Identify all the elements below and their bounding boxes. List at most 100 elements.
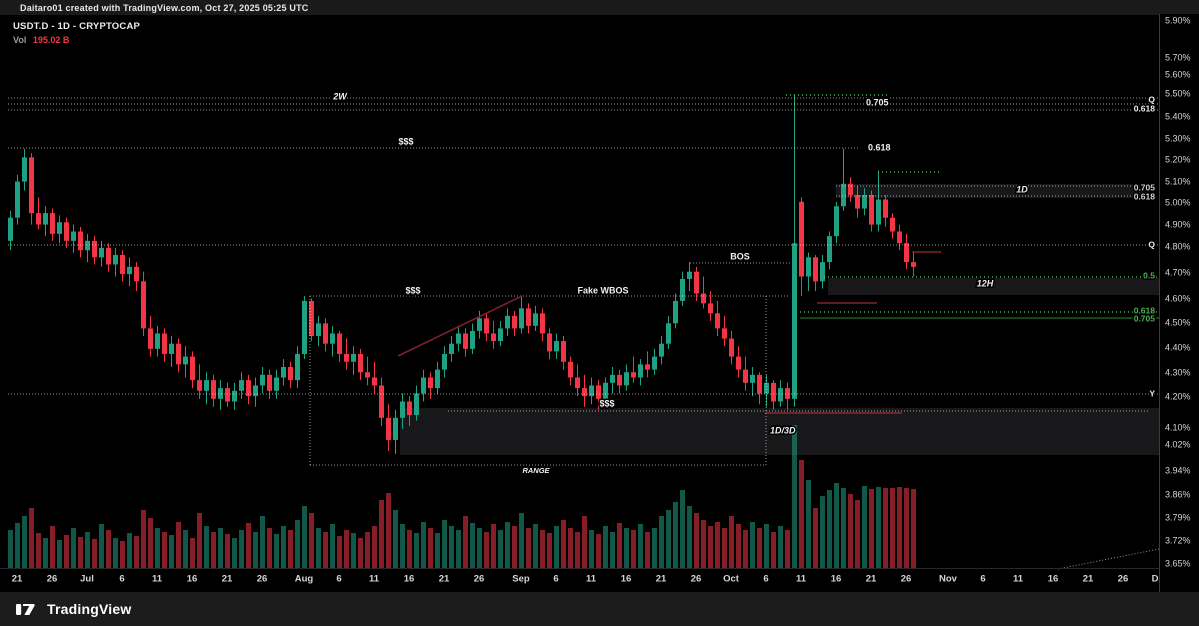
volume-bar	[22, 516, 27, 568]
drawing-labels: 2W $$$ 0.705 0.618 $$$ Fake WBOS BOS $$$ RANGE 1D…	[331, 90, 1157, 477]
volume-bar	[477, 528, 482, 568]
candle-body	[141, 281, 146, 329]
line-tag-q: Q	[1148, 239, 1155, 249]
time-tick: 16	[404, 574, 415, 585]
time-tick: 26	[1118, 574, 1129, 585]
time-tick: 21	[222, 574, 233, 585]
candle-body	[232, 390, 237, 402]
volume-bar	[148, 518, 153, 568]
tradingview-logo-icon[interactable]	[16, 602, 39, 617]
candle-body	[218, 388, 223, 399]
price-tick: 3.65%	[1165, 558, 1191, 568]
time-tick: Sep	[512, 574, 530, 585]
candle-body	[484, 318, 489, 334]
zone-1d[interactable]	[836, 184, 1148, 198]
line-tag-0.618: 0.618	[1134, 191, 1156, 201]
volume-bar	[449, 526, 454, 568]
candle-body	[225, 388, 230, 402]
time-tick: 11	[796, 574, 807, 585]
candle-body	[575, 377, 580, 389]
candle-body	[155, 333, 160, 349]
symbol-title[interactable]: USDT.D - 1D - CRYPTOCAP	[13, 21, 141, 32]
volume-bar	[218, 528, 223, 568]
candle-body	[211, 380, 216, 399]
label-bos[interactable]: BOS	[729, 250, 752, 263]
candle-body	[540, 313, 545, 334]
candle-body	[400, 401, 405, 418]
volume-bar	[911, 489, 916, 568]
volume-bar	[190, 538, 195, 568]
chart-legend: USDT.D - 1D - CRYPTOCAP Vol 195.02 B	[13, 21, 140, 45]
time-tick: 26	[901, 574, 912, 585]
volume-bar	[855, 500, 860, 568]
candle-body	[204, 380, 209, 391]
label-sss-mid[interactable]: $$$	[404, 284, 422, 297]
tradingview-brand-text[interactable]: TradingView	[47, 601, 132, 617]
volume-indicator-row[interactable]: Vol 195.02 B	[13, 35, 140, 45]
candle-body	[78, 231, 83, 251]
volume-bar	[708, 526, 713, 568]
candle-body	[813, 257, 818, 282]
price-tick: 4.40%	[1165, 342, 1191, 352]
volume-bar	[771, 532, 776, 568]
volume-bar	[358, 538, 363, 568]
trend-line[interactable]	[397, 295, 523, 357]
volume-bar	[491, 524, 496, 568]
trend-line[interactable]	[1057, 548, 1160, 570]
candle-body	[435, 369, 440, 389]
candle-body	[414, 393, 419, 416]
candle-body	[561, 341, 566, 362]
time-tick: 16	[187, 574, 198, 585]
price-tick: 5.40%	[1165, 111, 1191, 121]
label-sss-low[interactable]: $$$	[598, 397, 616, 410]
zone-1d-3d[interactable]	[400, 408, 1159, 455]
label-2w[interactable]: 2W	[331, 90, 350, 103]
label-range[interactable]: RANGE	[521, 464, 552, 476]
volume-bar	[330, 524, 335, 568]
volume-bar	[561, 520, 566, 568]
candle-body	[176, 343, 181, 365]
volume-bar	[183, 530, 188, 568]
candle-body	[771, 382, 776, 402]
volume-bar	[533, 524, 538, 568]
volume-bar	[134, 536, 139, 568]
time-tick: Aug	[295, 574, 314, 585]
candlesticks	[8, 94, 916, 454]
candle-body	[855, 194, 860, 209]
label-0618-high[interactable]: 0.618	[867, 141, 893, 154]
label-12h[interactable]: 12H	[975, 277, 995, 290]
zone-12h[interactable]	[828, 278, 1159, 295]
time-tick: 16	[1048, 574, 1059, 585]
candle-body	[890, 217, 895, 232]
volume-bar	[729, 516, 734, 568]
volume-bar	[106, 530, 111, 568]
candle-body	[848, 183, 853, 195]
time-tick: 21	[12, 574, 23, 585]
candle-body	[134, 266, 139, 282]
volume-bar	[736, 524, 741, 568]
volume-bar	[400, 524, 405, 568]
time-axis[interactable]: 21 26 Jul 6 11 16 21 26 Aug 6 11 16 21 26 Sep 6 11 16 21 26…	[0, 568, 1159, 585]
time-tick: 6	[763, 574, 768, 585]
price-axis[interactable]: 5.90% 5.70% 5.60% 5.50% 5.40% 5.30% 5.20% 5.10%…	[1159, 14, 1199, 592]
candle-body	[596, 385, 601, 399]
price-tick: 3.86%	[1165, 489, 1191, 499]
volume-bar	[820, 496, 825, 568]
volume-bar	[29, 508, 34, 568]
candle-body	[92, 240, 97, 258]
label-sss-top[interactable]: $$$	[397, 135, 415, 148]
label-fake-wbos[interactable]: Fake WBOS	[576, 284, 630, 297]
volume-bar	[253, 532, 258, 568]
volume-bar	[785, 530, 790, 568]
label-1d-3d[interactable]: 1D/3D	[769, 424, 798, 437]
price-axis-bg[interactable]	[1159, 14, 1199, 592]
label-1d[interactable]: 1D	[1015, 183, 1030, 196]
candle-body	[603, 382, 608, 399]
volume-bar	[169, 535, 174, 568]
candle-body	[792, 243, 797, 399]
candle-body	[421, 377, 426, 394]
label-0705-top[interactable]: 0.705	[865, 96, 891, 109]
line-tag-0.705: 0.705	[1134, 313, 1156, 323]
volume-bar	[85, 532, 90, 568]
